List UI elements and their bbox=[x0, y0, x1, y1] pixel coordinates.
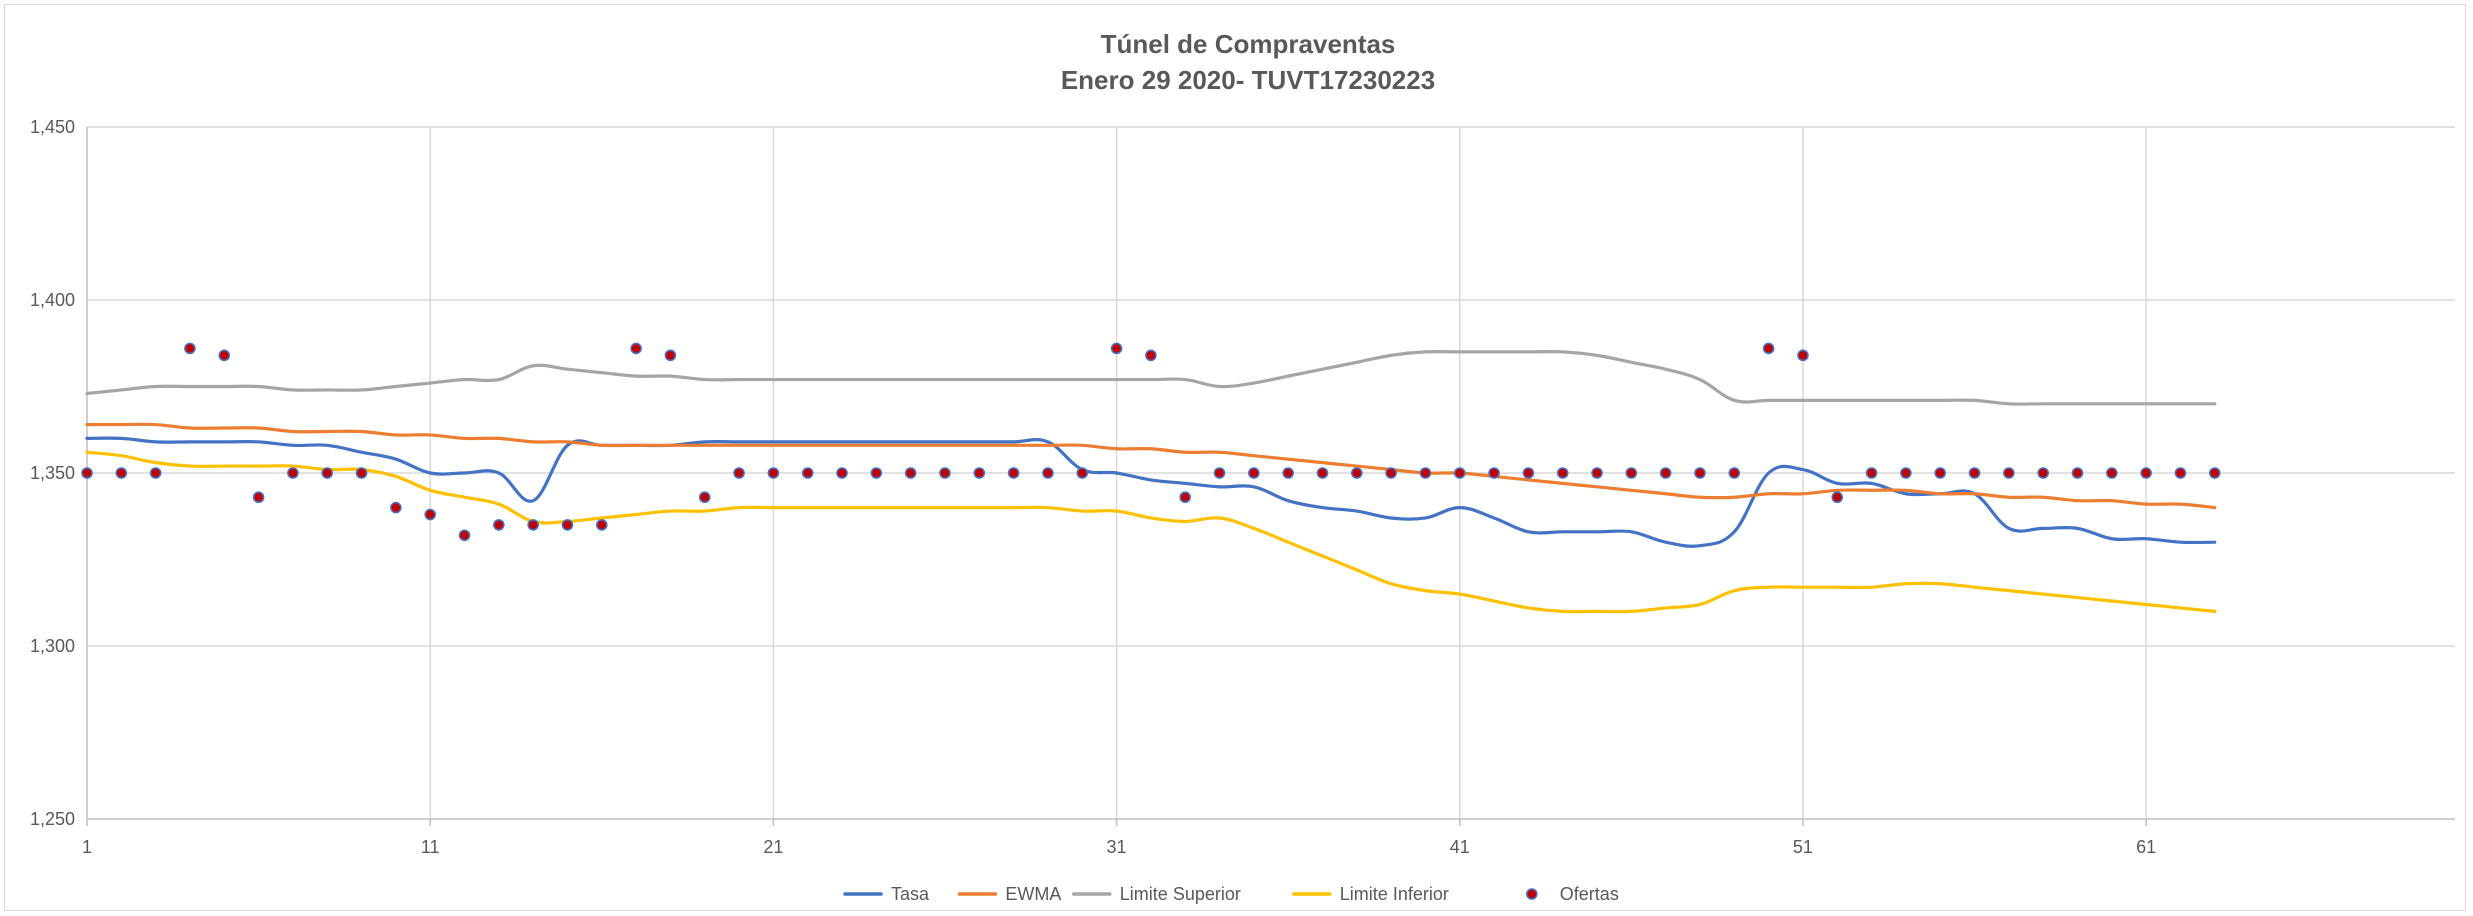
data-point-ofertas bbox=[1694, 467, 1706, 479]
data-point-ofertas bbox=[1042, 467, 1054, 479]
data-point-ofertas bbox=[2208, 467, 2221, 479]
data-point-ofertas bbox=[1385, 467, 1397, 479]
data-point-ofertas bbox=[1453, 467, 1466, 479]
data-point-ofertas bbox=[1556, 467, 1569, 479]
data-point-ofertas bbox=[115, 467, 128, 479]
data-point-ofertas bbox=[2106, 467, 2118, 479]
data-point-ofertas bbox=[1728, 467, 1741, 479]
x-tick-label: 41 bbox=[1450, 837, 1470, 857]
data-point-ofertas bbox=[1110, 342, 1123, 355]
data-point-ofertas bbox=[2140, 467, 2152, 479]
data-point-ofertas bbox=[2174, 467, 2187, 479]
data-point-ofertas bbox=[527, 519, 539, 531]
data-point-ofertas bbox=[355, 467, 368, 479]
chart-title-line-1: Túnel de Compraventas bbox=[1101, 29, 1396, 59]
data-point-ofertas bbox=[458, 529, 471, 542]
series-line-tasa bbox=[85, 436, 2217, 548]
data-point-ofertas bbox=[1522, 467, 1535, 479]
data-point-ofertas bbox=[733, 467, 745, 479]
chart-frame: Túnel de Compraventas Enero 29 2020- TUV… bbox=[4, 4, 2466, 911]
series-line-limite-inferior bbox=[85, 450, 2217, 614]
y-tick-label: 1,250 bbox=[30, 809, 75, 829]
data-point-ofertas bbox=[1419, 467, 1432, 479]
x-tick-label: 61 bbox=[2136, 837, 2156, 857]
data-point-ofertas bbox=[1865, 467, 1878, 479]
data-point-ofertas bbox=[149, 467, 162, 479]
chart-title-line-2: Enero 29 2020- TUVT17230223 bbox=[1061, 65, 1435, 95]
data-point-ofertas bbox=[2003, 467, 2015, 479]
data-point-ofertas bbox=[1968, 467, 1981, 479]
data-point-ofertas bbox=[1831, 491, 1844, 504]
y-tick-label: 1,450 bbox=[30, 117, 75, 137]
data-point-ofertas bbox=[218, 349, 231, 362]
data-point-ofertas bbox=[1659, 467, 1672, 479]
y-tick-label: 1,300 bbox=[30, 636, 75, 656]
data-point-ofertas bbox=[1248, 467, 1260, 479]
data-point-ofertas bbox=[1488, 467, 1500, 479]
data-point-ofertas bbox=[1282, 467, 1294, 479]
x-tick-label: 31 bbox=[1107, 837, 1127, 857]
data-point-ofertas bbox=[321, 467, 334, 479]
data-point-ofertas bbox=[595, 519, 608, 531]
data-point-ofertas bbox=[1316, 467, 1329, 479]
x-tick-label: 1 bbox=[82, 837, 92, 857]
data-point-ofertas bbox=[424, 508, 436, 521]
data-point-ofertas bbox=[1007, 467, 1020, 479]
data-point-ofertas bbox=[1145, 349, 1157, 362]
data-point-ofertas bbox=[287, 467, 299, 479]
data-point-ofertas bbox=[870, 467, 883, 479]
legend-swatch-ofertas bbox=[1526, 888, 1538, 900]
data-point-ofertas bbox=[81, 467, 93, 479]
legend-label-ofertas: Ofertas bbox=[1560, 884, 1619, 904]
y-tick-label: 1,400 bbox=[30, 290, 75, 310]
data-point-ofertas bbox=[1934, 467, 1947, 479]
series-line-limite-superior bbox=[85, 350, 2217, 406]
data-point-ofertas bbox=[1213, 467, 1226, 479]
data-point-ofertas bbox=[1179, 491, 1192, 504]
data-point-ofertas bbox=[630, 342, 642, 355]
data-point-ofertas bbox=[1900, 467, 1912, 479]
data-point-ofertas bbox=[801, 467, 814, 479]
legend-label-tasa: Tasa bbox=[891, 884, 930, 904]
data-point-ofertas bbox=[2037, 467, 2049, 479]
data-point-ofertas bbox=[561, 519, 574, 531]
data-point-ofertas bbox=[767, 467, 780, 479]
y-tick-label: 1,350 bbox=[30, 463, 75, 483]
legend-label-limite-superior: Limite Superior bbox=[1120, 884, 1241, 904]
data-point-ofertas bbox=[2071, 467, 2084, 479]
data-point-ofertas bbox=[1762, 342, 1775, 355]
series-line-ewma bbox=[85, 422, 2217, 510]
data-point-ofertas bbox=[493, 519, 505, 531]
chart-area: Túnel de Compraventas Enero 29 2020- TUV… bbox=[30, 29, 2455, 904]
data-point-ofertas bbox=[1591, 467, 1603, 479]
x-tick-label: 51 bbox=[1793, 837, 1813, 857]
data-point-ofertas bbox=[184, 342, 196, 355]
data-point-ofertas bbox=[664, 349, 677, 362]
data-point-ofertas bbox=[252, 491, 265, 504]
data-point-ofertas bbox=[698, 491, 711, 504]
x-tick-label: 11 bbox=[421, 837, 440, 857]
data-point-ofertas bbox=[836, 467, 848, 479]
legend-label-ewma: EWMA bbox=[1005, 884, 1061, 904]
legend: Tasa EWMA Limite Superior Limite Inferior Of… bbox=[843, 884, 1619, 904]
data-point-ofertas bbox=[904, 467, 917, 479]
x-tick-label: 21 bbox=[763, 837, 783, 857]
data-point-ofertas bbox=[939, 467, 951, 479]
data-point-ofertas bbox=[390, 501, 402, 514]
data-point-ofertas bbox=[1797, 349, 1809, 362]
data-point-ofertas bbox=[973, 467, 986, 479]
data-point-ofertas bbox=[1350, 467, 1363, 479]
plot-series bbox=[81, 342, 2221, 614]
legend-label-limite-inferior: Limite Inferior bbox=[1340, 884, 1449, 904]
data-point-ofertas bbox=[1076, 467, 1089, 479]
data-point-ofertas bbox=[1625, 467, 1638, 479]
